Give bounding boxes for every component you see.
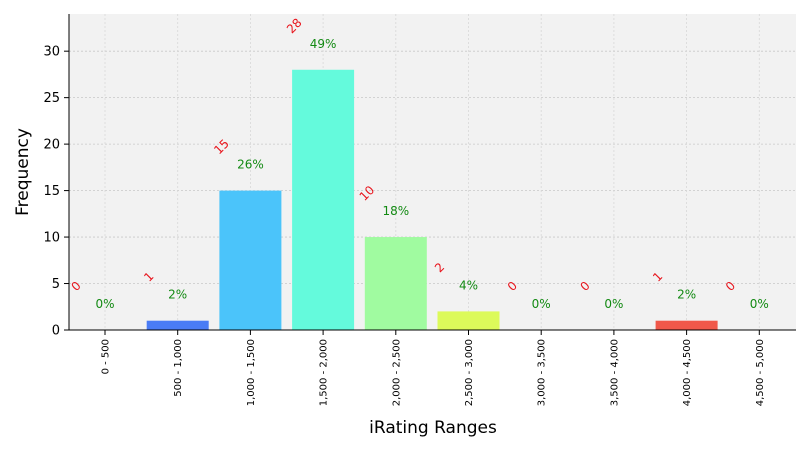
y-tick-label: 0 — [52, 324, 60, 339]
percent-label: 2% — [677, 288, 696, 302]
x-ticks: 0 - 500 500 - 1,000 1,000 - 1,500 1,500 - 2… — [101, 330, 766, 406]
percent-label: 2% — [168, 288, 187, 302]
bar — [219, 190, 282, 330]
y-tick-label: 20 — [43, 138, 60, 153]
bar — [364, 237, 427, 330]
percent-label: 18% — [382, 204, 409, 218]
percent-label: 0% — [750, 297, 769, 311]
bars — [146, 69, 718, 330]
x-tick-label: 3,500 - 4,000 — [609, 339, 620, 406]
x-axis-title: iRating Ranges — [369, 418, 497, 438]
percent-label: 26% — [237, 158, 264, 172]
percent-label: 4% — [459, 278, 478, 292]
bar — [437, 311, 500, 330]
x-tick-label: 3,000 - 3,500 — [537, 339, 548, 406]
x-tick-label: 1,500 - 2,000 — [319, 339, 330, 406]
y-tick-label: 10 — [43, 231, 60, 246]
y-tick-label: 5 — [52, 277, 60, 292]
x-tick-label: 1,000 - 1,500 — [246, 339, 257, 406]
x-tick-label: 2,500 - 3,000 — [464, 339, 475, 406]
y-tick-label: 30 — [43, 45, 60, 60]
y-tick-label: 15 — [43, 184, 60, 199]
y-ticks: 0 5 10 15 20 25 30 — [43, 45, 69, 339]
percent-label: 0% — [604, 297, 623, 311]
x-tick-label: 4,000 - 4,500 — [682, 339, 693, 406]
percent-label: 0% — [532, 297, 551, 311]
percent-label: 0% — [95, 297, 114, 311]
percent-label: 49% — [310, 37, 337, 51]
x-tick-label: 2,000 - 2,500 — [391, 339, 402, 406]
y-tick-label: 25 — [43, 91, 60, 106]
bar — [655, 320, 718, 330]
plot-background — [69, 14, 796, 330]
bar — [146, 320, 209, 330]
y-axis-title: Frequency — [13, 128, 33, 216]
bar — [292, 69, 355, 330]
x-tick-label: 0 - 500 — [101, 339, 112, 374]
x-tick-label: 500 - 1,000 — [173, 339, 184, 397]
x-tick-label: 4,500 - 5,000 — [755, 339, 766, 406]
grid — [69, 14, 796, 330]
